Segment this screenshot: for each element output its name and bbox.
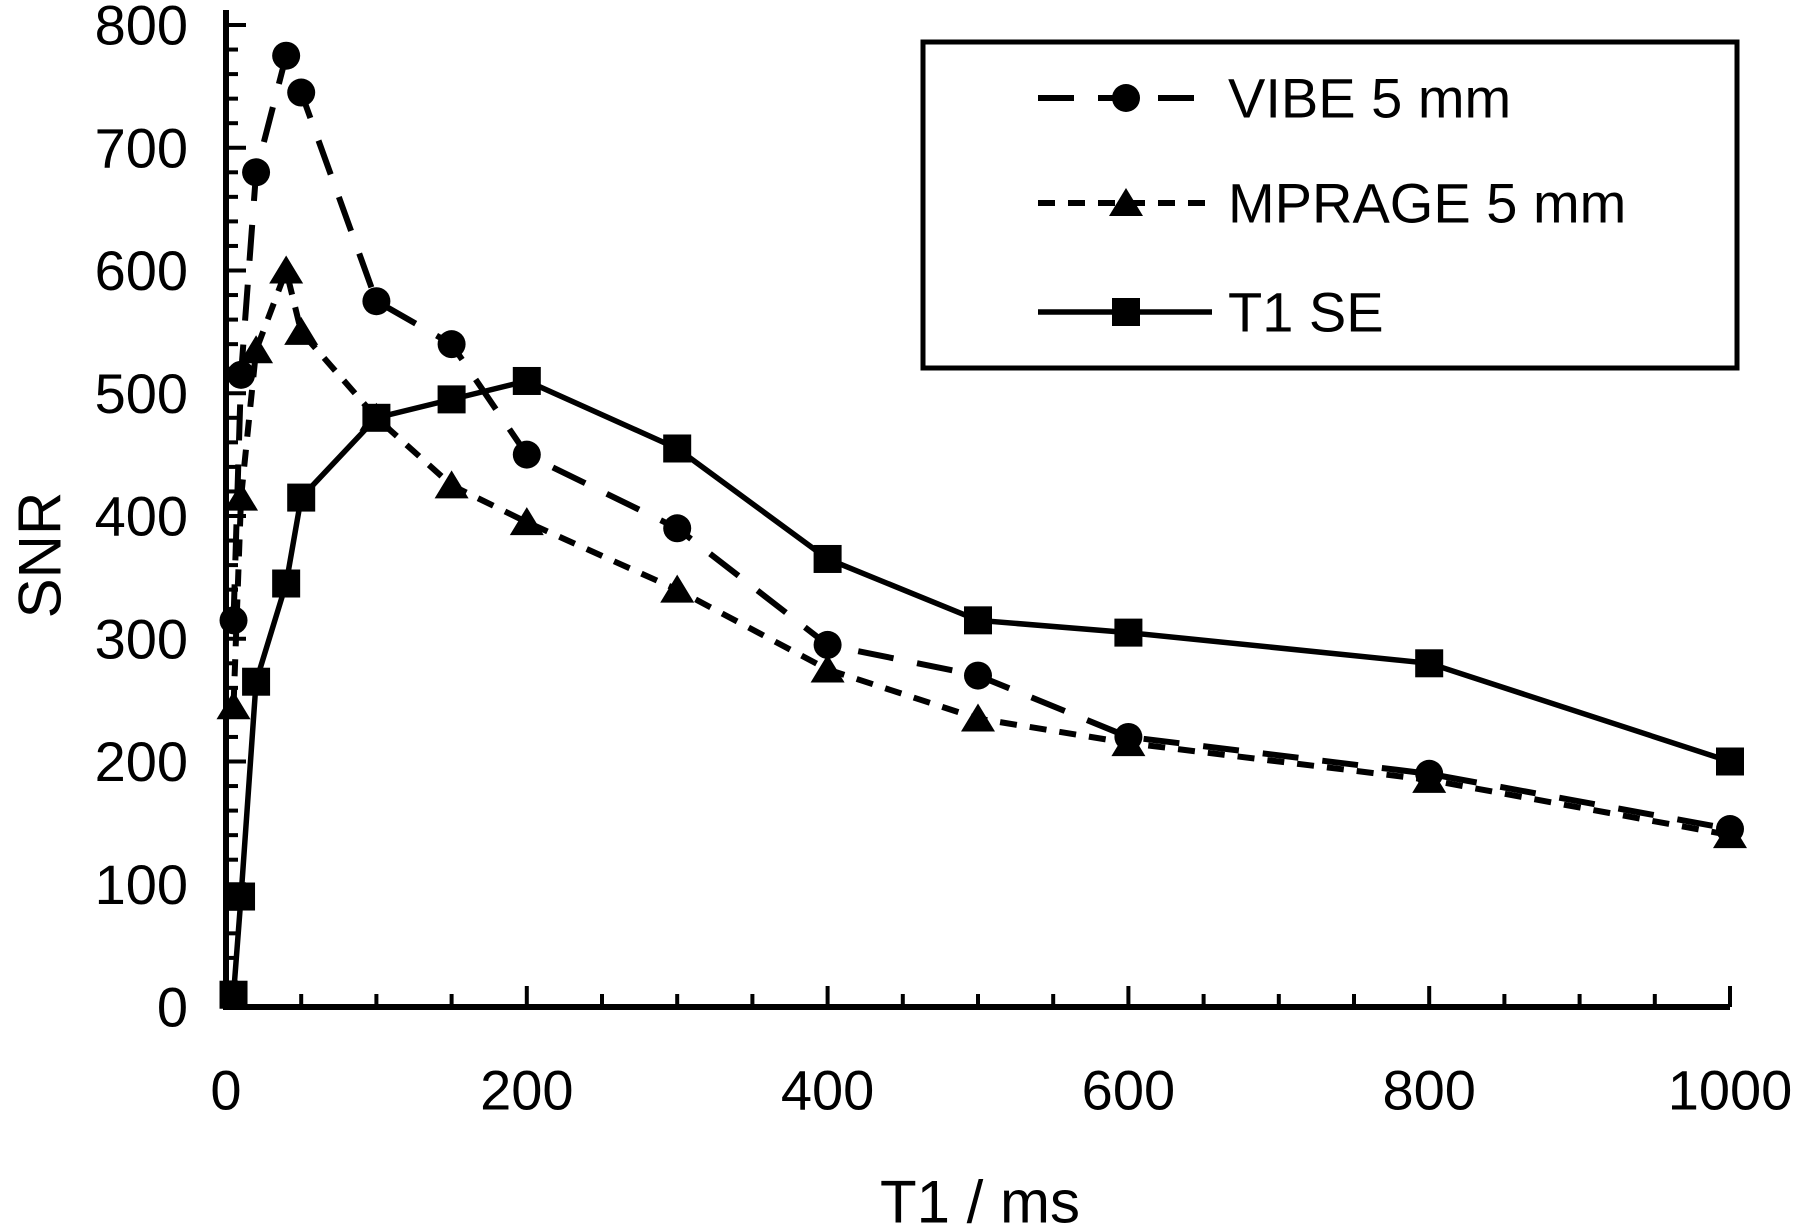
series-marker-square xyxy=(242,667,271,696)
series-marker-square xyxy=(227,882,256,911)
series-marker-circle xyxy=(287,78,316,107)
y-tick-label: 700 xyxy=(95,116,188,179)
x-tick-label: 200 xyxy=(480,1059,573,1122)
series-line-2 xyxy=(230,378,1731,995)
series-marker-circle xyxy=(272,41,301,70)
series-line-0 xyxy=(230,46,1731,832)
series-marker-triangle xyxy=(1713,820,1747,849)
series-circle xyxy=(219,41,1744,844)
x-tick-label: 400 xyxy=(781,1059,874,1122)
series-marker-triangle xyxy=(961,703,995,732)
series-marker-triangle xyxy=(239,335,274,364)
y-tick-label: 800 xyxy=(95,0,188,57)
series-marker-circle xyxy=(437,330,466,359)
legend-sample-marker-square xyxy=(1112,298,1140,326)
y-tick-label: 600 xyxy=(95,239,188,302)
series-marker-square xyxy=(437,385,466,414)
series-marker-square xyxy=(362,403,391,432)
legend-label-vibe: VIBE 5 mm xyxy=(1228,67,1511,130)
series-marker-square xyxy=(272,569,301,598)
series-marker-square xyxy=(663,434,692,463)
series-marker-circle xyxy=(362,287,391,316)
series-square xyxy=(219,366,1744,1009)
x-tick-label: 600 xyxy=(1082,1059,1175,1122)
series-marker-square xyxy=(1114,618,1143,647)
series-marker-circle xyxy=(964,661,992,690)
series-marker-circle xyxy=(512,440,541,469)
legend-sample-marker-circle xyxy=(1112,84,1140,112)
series-line-1 xyxy=(230,260,1731,839)
y-tick-label: 400 xyxy=(95,485,188,548)
series-marker-triangle xyxy=(284,316,319,345)
series-marker-square xyxy=(1716,747,1744,776)
legend-samples xyxy=(1038,84,1212,326)
series-marker-square xyxy=(512,366,541,395)
y-tick-label: 200 xyxy=(95,730,188,793)
series-marker-circle xyxy=(663,514,692,543)
series-marker-circle xyxy=(813,630,842,659)
series-marker-triangle xyxy=(1412,764,1447,793)
y-tick-label: 100 xyxy=(95,853,188,916)
y-tick-label: 0 xyxy=(157,976,188,1039)
y-tick-label: 300 xyxy=(95,607,188,670)
legend-sample-marker-triangle xyxy=(1109,188,1143,216)
x-tick-label: 800 xyxy=(1382,1059,1475,1122)
series-marker-triangle xyxy=(224,482,259,511)
x-tick-labels: 0 200 400 600 800 1000 xyxy=(210,1059,1792,1122)
series-layer xyxy=(216,41,1747,1009)
series-marker-triangle xyxy=(810,654,845,683)
series-marker-triangle xyxy=(269,255,304,284)
y-axis-title: SNR xyxy=(7,492,74,619)
series-marker-square xyxy=(287,483,316,512)
axes xyxy=(223,10,1732,1010)
legend-label-t1se: T1 SE xyxy=(1228,281,1384,344)
series-marker-triangle xyxy=(434,470,469,499)
x-tick-label: 1000 xyxy=(1668,1059,1793,1122)
series-marker-square xyxy=(1415,649,1444,678)
y-tick-label: 500 xyxy=(95,362,188,425)
x-axis-title: T1 / ms xyxy=(880,1169,1080,1232)
series-marker-triangle xyxy=(509,507,544,536)
series-marker-triangle xyxy=(1111,728,1146,757)
x-tick-label: 0 xyxy=(210,1059,241,1122)
series-marker-triangle xyxy=(660,574,695,603)
series-marker-square xyxy=(964,606,992,635)
y-tick-labels: 800 700 600 500 400 300 200 100 0 xyxy=(95,0,188,1039)
series-marker-circle xyxy=(242,158,271,187)
series-marker-square xyxy=(813,544,842,573)
legend-label-mprage: MPRAGE 5 mm xyxy=(1228,172,1626,235)
legend: VIBE 5 mm MPRAGE 5 mm T1 SE xyxy=(920,39,1740,371)
